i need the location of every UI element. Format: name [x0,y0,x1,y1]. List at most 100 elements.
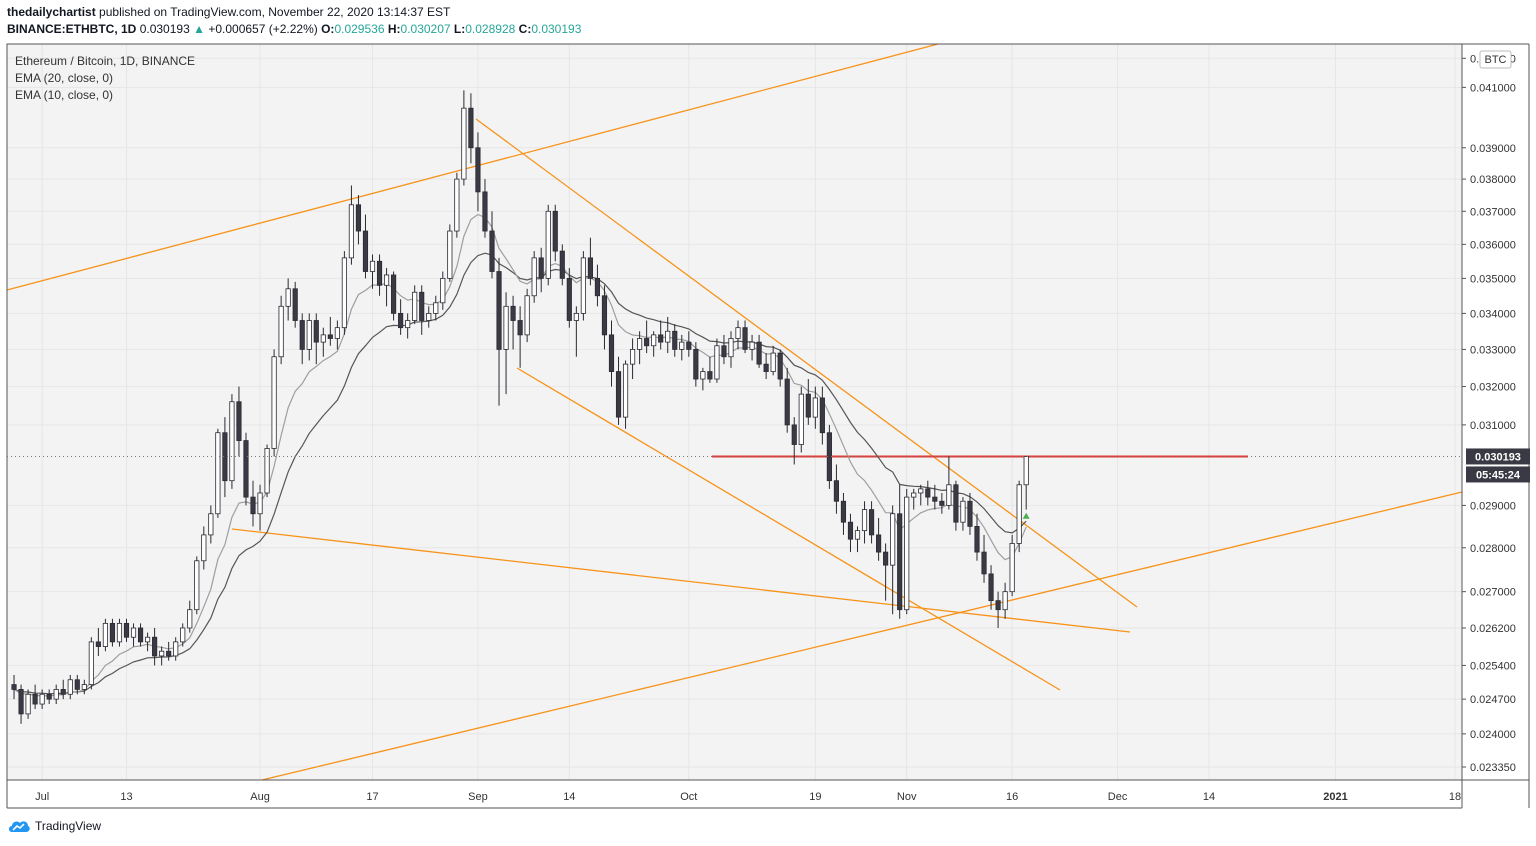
candle-body[interactable] [679,341,685,350]
candle-body[interactable] [159,650,165,657]
candle-body[interactable] [587,257,593,279]
candle-body[interactable] [791,424,797,445]
candle-body[interactable] [545,210,551,279]
candle-body[interactable] [419,291,425,321]
candle-body[interactable] [995,600,1001,611]
candle-body[interactable] [700,371,706,380]
candle-body[interactable] [833,480,839,502]
candle-body[interactable] [454,178,460,232]
candle-body[interactable] [932,496,938,502]
candle-body[interactable] [784,378,790,426]
candle-body[interactable] [362,230,369,272]
candle-body[interactable] [552,210,558,252]
candle-body[interactable] [461,107,467,180]
candle-body[interactable] [686,341,692,350]
candle-body[interactable] [208,513,214,536]
candle-body[interactable] [847,521,854,540]
candle-body[interactable] [1016,484,1022,544]
candle-body[interactable] [1023,456,1029,486]
candle-body[interactable] [812,397,818,418]
candle-body[interactable] [130,627,137,638]
candle-body[interactable] [974,526,980,553]
candle-body[interactable] [777,352,783,380]
upper-channel-line[interactable] [6,43,939,291]
candle-body[interactable] [735,327,741,339]
candle-body[interactable] [285,288,291,307]
candle-body[interactable] [566,277,572,321]
candle-body[interactable] [341,257,347,329]
candle-body[interactable] [215,432,221,515]
candle-body[interactable] [137,627,144,643]
candle-body[interactable] [440,277,446,304]
candle-body[interactable] [74,679,80,690]
candle-body[interactable] [482,191,488,232]
candle-body[interactable] [953,484,959,523]
candle-body[interactable] [622,363,629,418]
candle-body[interactable] [517,320,523,336]
candle-body[interactable] [53,689,59,700]
candle-body[interactable] [770,352,776,372]
candle-body[interactable] [876,534,882,553]
candle-body[interactable] [257,492,263,515]
candle-body[interactable] [229,401,235,482]
candle-body[interactable] [693,349,699,380]
candle-body[interactable] [988,573,994,602]
candle-body[interactable] [1002,591,1008,611]
legend-ema10[interactable]: EMA (10, close, 0) [15,88,114,102]
descending-support-line[interactable] [231,528,1131,633]
candle-body[interactable] [475,147,481,193]
candle-body[interactable] [447,230,453,279]
candle-body[interactable] [39,693,45,705]
candle-body[interactable] [405,320,411,329]
candle-body[interactable] [468,107,474,149]
candle-body[interactable] [194,560,200,611]
candle-body[interactable] [904,496,910,611]
candle-body[interactable] [306,320,312,350]
candle-body[interactable] [728,338,734,358]
candle-body[interactable] [152,636,158,657]
candle-body[interactable] [510,305,516,321]
candle-body[interactable] [278,305,284,358]
candle-body[interactable] [1009,543,1015,593]
candle-body[interactable] [854,530,861,540]
candle-body[interactable] [658,334,664,343]
candle-body[interactable] [918,488,924,494]
candle-body[interactable] [123,622,130,638]
candle-body[interactable] [102,622,108,647]
candle-body[interactable] [145,636,151,643]
candle-body[interactable] [67,679,73,695]
candle-body[interactable] [637,338,643,350]
candle-body[interactable] [264,448,270,494]
candle-body[interactable] [615,371,622,418]
candle-body[interactable] [60,689,66,695]
candle-body[interactable] [496,271,502,350]
brand-logo[interactable]: TradingView [8,819,101,833]
candle-body[interactable] [109,622,116,643]
candle-body[interactable] [180,627,186,643]
candle-body[interactable] [116,622,123,643]
candle-body[interactable] [187,609,193,629]
candle-body[interactable] [559,250,565,279]
candle-body[interactable] [292,288,298,321]
candle-body[interactable] [630,349,636,365]
candle-body[interactable] [250,496,256,515]
candle-body[interactable] [81,684,87,690]
candle-body[interactable] [861,509,868,532]
candle-body[interactable] [644,338,650,347]
candle-body[interactable] [320,334,326,343]
candle-body[interactable] [313,320,319,343]
candle-body[interactable] [46,693,52,700]
candle-body[interactable] [412,291,418,321]
candle-body[interactable] [925,488,931,498]
candle-body[interactable] [391,274,397,314]
candle-body[interactable] [88,641,94,685]
candle-body[interactable] [369,260,376,272]
candle-body[interactable] [890,513,896,566]
candle-body[interactable] [960,500,966,523]
candle-body[interactable] [236,401,242,441]
candle-body[interactable] [32,693,38,705]
falling-wedge-top[interactable] [475,118,1138,608]
candle-body[interactable] [981,551,987,575]
candle-body[interactable] [95,641,101,647]
candle-body[interactable] [166,650,172,657]
